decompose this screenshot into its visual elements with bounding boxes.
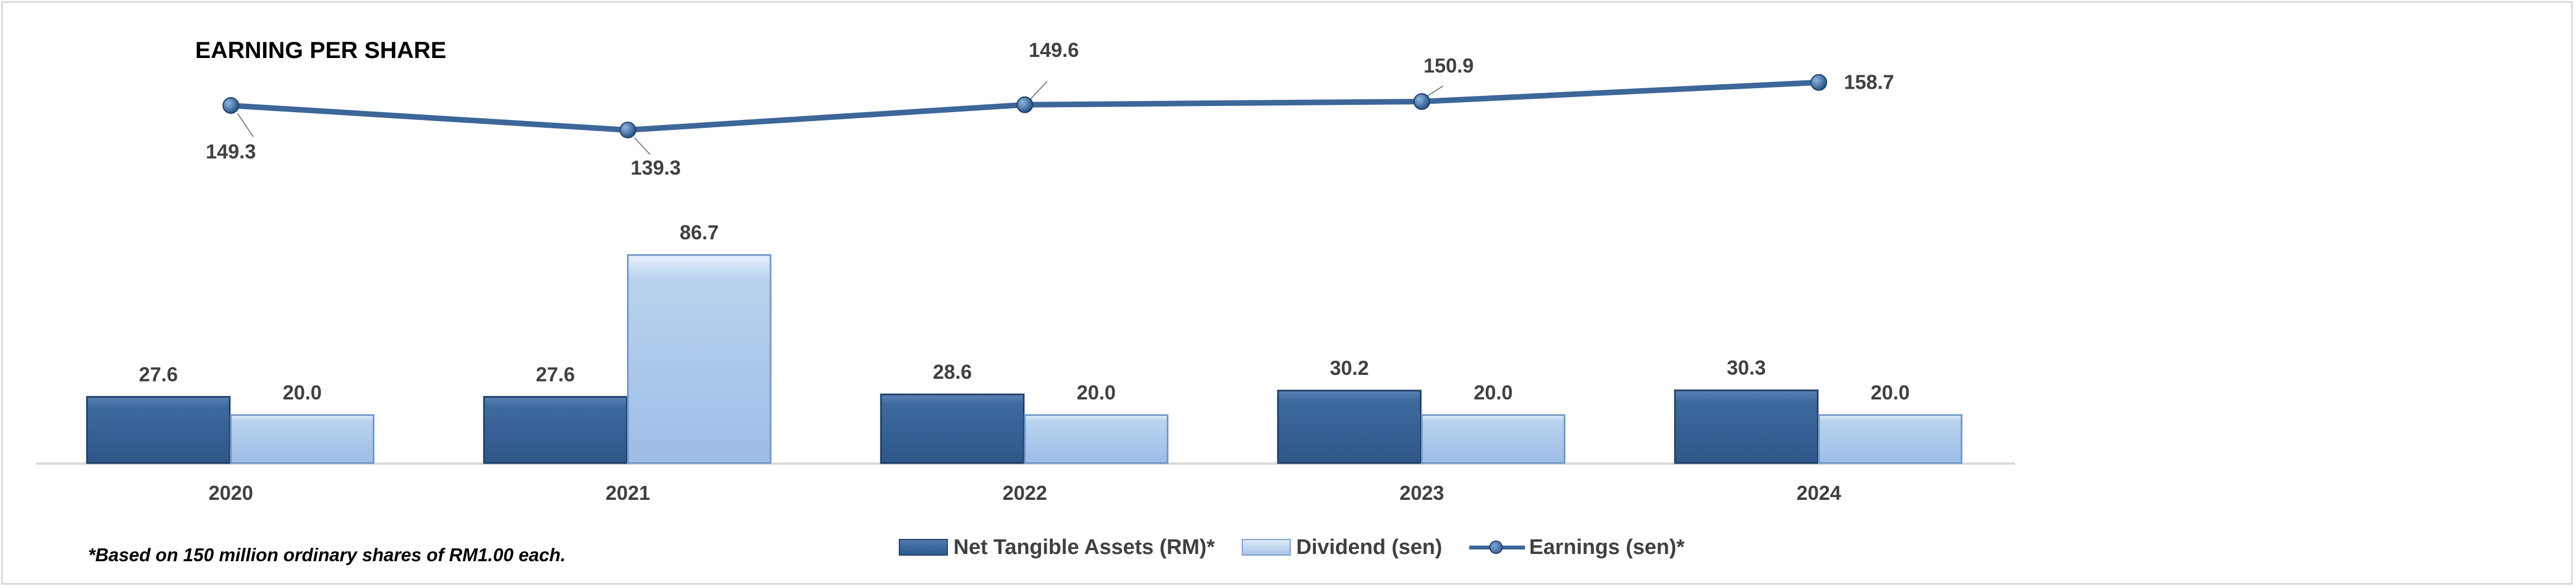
legend-label-dividend: Dividend (sen) xyxy=(1296,535,1442,559)
point-earnings-2022 xyxy=(1016,96,1033,113)
point-earnings-2020 xyxy=(222,97,239,114)
legend-item-nta: Net Tangible Assets (RM)* xyxy=(899,536,1215,560)
leader-earnings-2020 xyxy=(237,113,254,137)
chart-title: EARNING PER SHARE xyxy=(195,37,447,63)
bar-dividend-2020 xyxy=(230,414,375,464)
label-nta-2020: 27.6 xyxy=(139,363,178,385)
label-earnings-2024: 158.7 xyxy=(1844,71,1894,94)
x-tick-2022: 2022 xyxy=(1003,481,1047,504)
legend-swatch-dividend xyxy=(1241,539,1291,556)
legend-item-dividend: Dividend (sen) xyxy=(1241,535,1442,560)
label-earnings-2022: 149.6 xyxy=(1029,38,1079,61)
x-tick-2024: 2024 xyxy=(1797,481,1841,504)
x-tick-2021: 2021 xyxy=(606,481,650,504)
bar-dividend-2021 xyxy=(627,254,772,464)
label-nta-2023: 30.2 xyxy=(1330,356,1369,379)
leader-earnings-2023 xyxy=(1427,85,1444,97)
bar-dividend-2022 xyxy=(1024,414,1169,464)
bar-nta-2022 xyxy=(880,393,1025,464)
bar-dividend-2024 xyxy=(1818,414,1963,464)
label-dividend-2022: 20.0 xyxy=(1077,381,1116,404)
leader-earnings-2021 xyxy=(634,137,651,155)
label-dividend-2021: 86.7 xyxy=(680,221,719,244)
leader-earnings-2022 xyxy=(1030,81,1048,100)
label-earnings-2020: 149.3 xyxy=(206,140,256,163)
footnote: *Based on 150 million ordinary shares of… xyxy=(88,544,566,565)
legend-item-earnings: Earnings (sen)* xyxy=(1469,535,1685,560)
label-dividend-2023: 20.0 xyxy=(1474,381,1513,404)
legend-label-earnings: Earnings (sen)* xyxy=(1529,535,1685,559)
legend-swatch-earnings xyxy=(1469,539,1525,556)
label-nta-2024: 30.3 xyxy=(1727,356,1766,379)
bar-nta-2020 xyxy=(86,396,231,464)
label-earnings-2021: 139.3 xyxy=(631,156,681,179)
point-earnings-2024 xyxy=(1810,74,1827,91)
bar-nta-2023 xyxy=(1277,389,1422,464)
bar-nta-2024 xyxy=(1674,389,1819,464)
label-nta-2022: 28.6 xyxy=(933,360,972,383)
point-earnings-2023 xyxy=(1413,93,1430,110)
x-tick-2023: 2023 xyxy=(1400,481,1444,504)
bar-dividend-2023 xyxy=(1421,414,1566,464)
legend: Net Tangible Assets (RM)* Dividend (sen)… xyxy=(899,533,1711,561)
x-tick-2020: 2020 xyxy=(209,481,253,504)
legend-label-nta: Net Tangible Assets (RM)* xyxy=(953,535,1215,559)
legend-swatch-nta xyxy=(899,539,948,556)
point-earnings-2021 xyxy=(619,122,636,139)
label-dividend-2024: 20.0 xyxy=(1871,381,1910,404)
label-dividend-2020: 20.0 xyxy=(283,381,322,404)
label-nta-2021: 27.6 xyxy=(536,363,575,385)
label-earnings-2023: 150.9 xyxy=(1423,54,1474,77)
bar-nta-2021 xyxy=(483,396,628,464)
